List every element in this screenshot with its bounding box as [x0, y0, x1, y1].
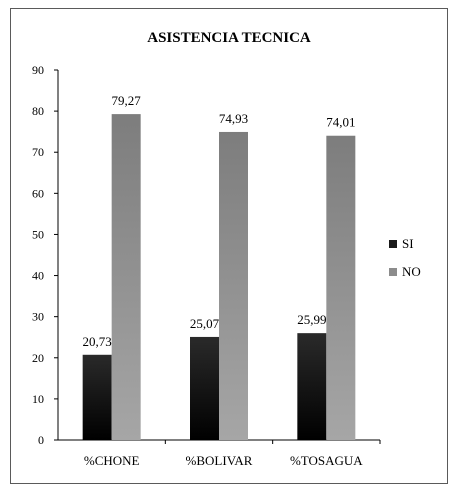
y-tick-label: 70 — [32, 145, 44, 159]
bar-no — [326, 135, 356, 440]
y-tick-label: 50 — [32, 227, 44, 241]
legend-label-no: NO — [402, 264, 421, 279]
data-label: 25,99 — [297, 312, 326, 327]
bar-no — [111, 114, 141, 441]
y-tick-label: 90 — [32, 63, 44, 77]
data-label: 74,93 — [219, 111, 248, 126]
x-tick-label: %BOLIVAR — [186, 453, 253, 468]
legend-swatch-si — [389, 240, 397, 248]
legend-swatch-no — [389, 268, 397, 276]
chart-title: ASISTENCIA TECNICA — [147, 30, 311, 46]
data-label: 79,27 — [112, 93, 142, 108]
data-label: 20,73 — [83, 334, 112, 349]
y-tick-label: 80 — [32, 104, 44, 118]
bar-si — [82, 354, 112, 440]
y-tick-label: 60 — [32, 186, 44, 200]
x-tick-label: %CHONE — [84, 453, 140, 468]
y-tick-label: 30 — [32, 310, 44, 324]
bars: 20,73 79,27 25,07 74,93 25,99 74,01 — [82, 93, 356, 441]
legend-label-si: SI — [402, 236, 414, 251]
y-tick-label: 20 — [32, 351, 44, 365]
y-tick-label: 40 — [32, 269, 44, 283]
legend: SI NO — [389, 236, 421, 279]
bar-si — [190, 336, 219, 440]
data-label: 74,01 — [326, 115, 355, 130]
y-tick-label: 10 — [32, 392, 44, 406]
bar-si — [297, 333, 327, 440]
data-label: 25,07 — [190, 316, 220, 331]
y-tick-label: 0 — [38, 433, 44, 447]
bar-no — [219, 131, 248, 440]
x-tick-label: %TOSAGUA — [290, 453, 363, 468]
